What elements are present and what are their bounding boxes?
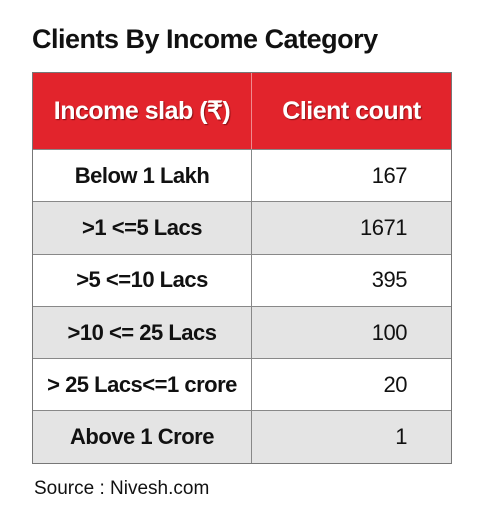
slab-cell: > 25 Lacs<=1 crore	[33, 359, 252, 411]
slab-cell: >10 <= 25 Lacs	[33, 306, 252, 359]
count-cell: 167	[371, 162, 408, 188]
slab-cell: >5 <=10 Lacs	[33, 254, 252, 306]
header-row: Income slab (₹) Client count	[33, 73, 451, 149]
count-cell: 20	[383, 371, 408, 397]
header-cell: Client count	[282, 96, 421, 125]
table-row: >5 <=10 Lacs 395	[33, 253, 451, 306]
table-row: > 25 Lacs<=1 crore 20	[33, 358, 451, 411]
table-row: >10 <= 25 Lacs 100	[33, 305, 451, 359]
table-row: Below 1 Lakh 167	[33, 149, 451, 202]
table-row: Above 1 Crore 1	[33, 410, 451, 463]
count-cell: 395	[371, 267, 408, 293]
count-cell: 1671	[360, 214, 407, 240]
source: Source : Nivesh.com	[34, 478, 210, 499]
header-cell: Income slab (₹)	[33, 73, 252, 149]
title: Clients By Income Category	[32, 24, 378, 54]
count-cell: 1	[395, 424, 407, 450]
count-cell: 100	[371, 319, 408, 345]
slab-cell: Below 1 Lakh	[33, 150, 252, 202]
slab-cell: >1 <=5 Lacs	[33, 202, 252, 254]
table-row: >1 <=5 Lacs 1671	[33, 201, 451, 254]
table: Income slab (₹) Client count Below 1 Lakh 1…	[32, 72, 452, 464]
slab-cell: Above 1 Crore	[33, 411, 252, 463]
